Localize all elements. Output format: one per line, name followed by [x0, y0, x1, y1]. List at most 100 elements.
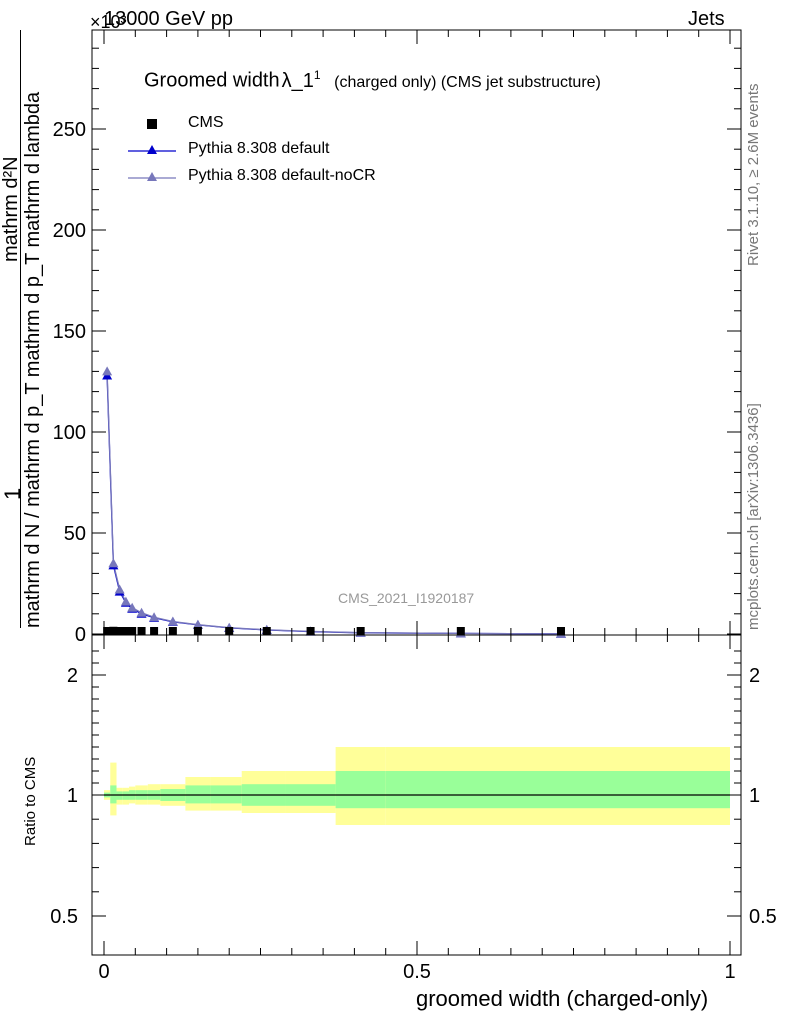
data-point-cms [103, 627, 112, 635]
ratio-outer-band [241, 771, 286, 813]
main-plot-series [102, 366, 566, 638]
data-point-default [127, 603, 138, 613]
rivet-note: Rivet 3.1.10, ≥ 2.6M events [745, 83, 762, 267]
ratio-y-tick-label-right: 1 [749, 785, 760, 807]
legend-label-cms: CMS [188, 114, 224, 131]
data-point-cms [262, 627, 271, 635]
y-tick-label: 100 [53, 422, 86, 444]
data-point-default [114, 586, 125, 596]
y-tick-label: 50 [64, 523, 86, 545]
data-point-default [455, 628, 466, 638]
ratio-outer-band [135, 785, 148, 805]
ratio-inner-band [241, 784, 286, 806]
ratio-outer-band [104, 790, 111, 800]
ratio-y-tick-label: 2 [67, 665, 78, 687]
analysis-id: CMS_2021_I1920187 [338, 590, 475, 606]
ratio-inner-band [129, 790, 136, 800]
data-point-default [555, 628, 566, 638]
ratio-inner-band [185, 785, 211, 804]
data-point-default [120, 597, 131, 607]
ratio-outer-band [160, 784, 186, 806]
data-point-cms [150, 627, 159, 635]
data-point-cms [109, 626, 118, 635]
data-point-cms [121, 627, 130, 635]
y-axis-fraction-bar [20, 30, 21, 628]
data-point-nocr [192, 619, 203, 629]
y-tick-label: 250 [53, 119, 86, 141]
plot-title-main: Groomed width [144, 69, 280, 92]
data-point-default [192, 619, 203, 629]
y-axis-denominator: mathrm d N / mathrm d p_T mathrm d p_T m… [22, 91, 44, 628]
data-point-nocr [114, 584, 125, 594]
ratio-inner-band [116, 791, 123, 800]
ratio-outer-band [185, 777, 211, 811]
data-point-cms [556, 627, 565, 635]
legend-label-nocr: Pythia 8.308 default-noCR [188, 167, 376, 184]
ratio-inner-band [335, 771, 386, 809]
data-point-nocr [305, 626, 316, 636]
y-scale-exponent: ×10³ [90, 12, 127, 32]
ratio-inner-band [110, 785, 117, 804]
data-point-nocr [261, 624, 272, 634]
y-tick-label: 150 [53, 321, 86, 343]
data-point-default [108, 560, 119, 570]
data-point-default [102, 370, 113, 380]
ratio-outer-band [285, 771, 336, 813]
data-point-nocr [224, 622, 235, 632]
series-line-default [106, 375, 562, 635]
ratio-y-label: Ratio to CMS [22, 756, 39, 846]
legend-label-default: Pythia 8.308 default [188, 140, 330, 157]
ratio-y-tick-label-right: 2 [749, 665, 760, 687]
series-line-nocr [106, 371, 562, 635]
category-label: Jets [688, 8, 725, 30]
ratio-outer-band [335, 747, 386, 825]
data-point-default [136, 608, 147, 618]
ratio-outer-band [129, 786, 136, 804]
data-point-default [261, 624, 272, 634]
ratio-inner-band [210, 785, 242, 804]
data-point-default [167, 616, 178, 626]
data-point-cms [225, 627, 234, 635]
data-point-nocr [555, 628, 566, 638]
mcplots-note: mcplots.cern.ch [arXiv:1306.3436] [745, 403, 762, 630]
ratio-plot-frame [91, 634, 742, 956]
data-point-nocr [136, 607, 147, 617]
ratio-y-tick-label: 0.5 [50, 906, 78, 928]
data-point-nocr [167, 616, 178, 626]
triangle-marker-icon [128, 145, 176, 154]
data-point-default [355, 627, 366, 637]
x-axis-label: groomed width (charged-only) [416, 986, 709, 1011]
ratio-inner-band [160, 789, 186, 801]
plot-title: Groomed width λ_11 (charged only) (CMS je… [144, 68, 601, 93]
x-tick-label: 1 [724, 961, 735, 983]
data-point-cms [168, 627, 177, 635]
data-point-cms [115, 627, 124, 635]
plot-title-symbol: λ_1 [281, 69, 314, 92]
y-tick-label: 200 [53, 220, 86, 242]
ratio-outer-band [116, 787, 123, 805]
data-point-nocr [120, 596, 131, 606]
ratio-inner-band [135, 790, 148, 800]
data-point-cms [128, 627, 137, 635]
data-point-default [149, 612, 160, 622]
ratio-inner-band [104, 792, 111, 798]
triangle-marker-icon [128, 172, 176, 181]
data-point-default [224, 622, 235, 632]
y-tick-label: 0 [75, 624, 86, 646]
data-point-nocr [127, 602, 138, 612]
ratio-outer-band [210, 777, 242, 811]
ratio-inner-band [122, 791, 130, 800]
ratio-inner-band [385, 771, 730, 809]
data-point-cms [137, 627, 146, 635]
ratio-outer-band [110, 762, 117, 816]
ratio-inner-band [147, 790, 161, 800]
ratio-y-tick-label-right: 0.5 [749, 906, 777, 928]
data-point-nocr [455, 628, 466, 638]
energy-label: 13000 GeV pp [104, 8, 233, 30]
plot-title-detail: (charged only) (CMS jet substructure) [334, 73, 601, 91]
data-point-nocr [102, 366, 113, 376]
ratio-bands [104, 747, 730, 825]
data-point-default [305, 626, 316, 636]
y-axis-deriv-numerator: mathrm d²N [0, 156, 22, 262]
